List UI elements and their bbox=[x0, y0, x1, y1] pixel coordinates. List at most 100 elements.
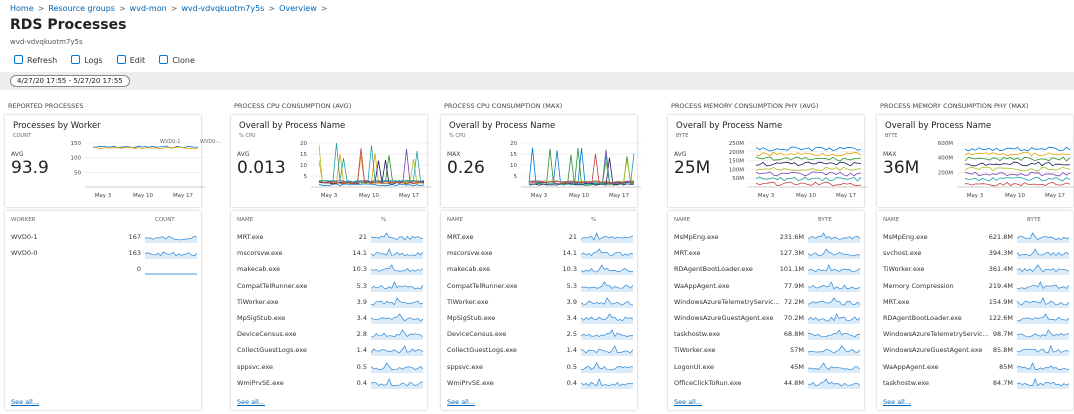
chart-card: Overall by Process Name BYTE MAX 36M 600M 400… bbox=[877, 115, 1074, 207]
stat-label: MAX bbox=[883, 151, 897, 158]
toolbar-button[interactable]: Logs bbox=[71, 56, 102, 65]
series-line bbox=[318, 148, 425, 185]
row-name: taskhostw.exe bbox=[883, 378, 930, 387]
row-value: 167 bbox=[128, 233, 141, 241]
see-all-link[interactable]: See all... bbox=[237, 398, 265, 406]
series-line bbox=[528, 157, 635, 186]
sparkline bbox=[581, 248, 633, 260]
sparkline-line bbox=[581, 280, 633, 289]
row-value: 85.8M bbox=[992, 346, 1013, 355]
row-value: 1.4 bbox=[566, 346, 577, 355]
row-name: sppsvc.exe bbox=[447, 362, 484, 371]
row-value: 0.4 bbox=[356, 378, 367, 387]
sparkline-line bbox=[1017, 296, 1069, 306]
sparkline-line bbox=[1017, 264, 1069, 273]
stat-label: AVG bbox=[11, 151, 24, 158]
sparkline bbox=[808, 329, 860, 341]
row-name: MRT.exe bbox=[237, 233, 264, 241]
sparkline bbox=[1017, 329, 1069, 341]
see-all-link[interactable]: See all... bbox=[674, 398, 702, 406]
sparkline bbox=[371, 377, 423, 389]
x-tick-label: May 17 bbox=[399, 193, 420, 199]
row-name: WindowsAzureTelemetryServic... bbox=[883, 330, 989, 339]
series-line bbox=[964, 171, 1071, 177]
sparkline-line bbox=[371, 361, 423, 370]
breadcrumb-link[interactable]: Overview bbox=[279, 4, 317, 13]
series-line bbox=[755, 181, 862, 187]
sparkline bbox=[581, 361, 633, 373]
row-value: 68.8M bbox=[783, 330, 804, 339]
row-value: 5.3 bbox=[356, 281, 367, 290]
sparkline-line bbox=[1017, 377, 1069, 387]
sparkline bbox=[371, 264, 423, 276]
chart-title: Overall by Process Name bbox=[885, 121, 992, 131]
row-value: 70.2M bbox=[783, 314, 804, 322]
sparkline-area bbox=[581, 233, 633, 243]
sparkline-area bbox=[1017, 346, 1069, 357]
row-value: 163 bbox=[128, 249, 141, 258]
sparkline bbox=[145, 235, 197, 243]
series-line bbox=[755, 151, 862, 157]
series-line bbox=[964, 146, 1071, 152]
row-value: 3.9 bbox=[566, 297, 577, 306]
series-line bbox=[965, 161, 1071, 167]
breadcrumb-link[interactable]: Home bbox=[10, 4, 34, 13]
x-tick-label: May 3 bbox=[321, 193, 338, 199]
toolbar-button[interactable]: Edit bbox=[117, 56, 146, 65]
toolbar-button[interactable]: Refresh bbox=[14, 56, 57, 65]
sparkline-area bbox=[371, 265, 423, 276]
sparkline-area bbox=[1017, 233, 1069, 243]
row-name: MsMpEng.exe bbox=[674, 233, 719, 241]
row-name: OfficeClickToRun.exe bbox=[674, 378, 742, 387]
column-header: COUNT bbox=[155, 217, 175, 223]
unit-label: % CPU bbox=[239, 133, 256, 139]
see-all-link[interactable]: See all... bbox=[11, 398, 39, 406]
row-name: WmiPrvSE.exe bbox=[447, 378, 494, 387]
toolbar-button[interactable]: Clone bbox=[159, 56, 195, 65]
row-name: WaAppAgent.exe bbox=[883, 362, 939, 371]
sparkline-line bbox=[1017, 232, 1069, 241]
y-tick-label: 15 bbox=[510, 152, 517, 158]
row-name: MsMpEng.exe bbox=[883, 233, 928, 241]
x-tick-label: May 17 bbox=[1045, 193, 1066, 199]
sparkline bbox=[581, 297, 633, 308]
x-tick-label: May 3 bbox=[758, 193, 775, 199]
breadcrumb-separator: > bbox=[268, 4, 276, 13]
row-name: MRT.exe bbox=[674, 249, 701, 258]
panel-header: PROCESS CPU CONSUMPTION (AVG) bbox=[234, 102, 352, 110]
sparkline bbox=[581, 377, 633, 389]
sparkline-area bbox=[808, 297, 860, 308]
y-tick-label: 20 bbox=[300, 141, 307, 147]
row-name: CollectGuestLogs.exe bbox=[237, 346, 307, 355]
sparkline bbox=[371, 361, 423, 373]
sparkline-area bbox=[1017, 314, 1069, 324]
x-tick-label: May 10 bbox=[796, 193, 817, 199]
breadcrumb-link[interactable]: wvd-vdvqkuotm7y5s bbox=[181, 4, 265, 13]
sparkline bbox=[371, 280, 423, 292]
sparkline-area bbox=[1017, 362, 1069, 373]
see-all-link[interactable]: See all... bbox=[883, 398, 911, 406]
sparkline-area bbox=[808, 233, 860, 243]
sparkline-line bbox=[371, 232, 423, 241]
series-line bbox=[964, 156, 1071, 162]
row-name: TiWorker.exe bbox=[447, 297, 489, 306]
sparkline-area bbox=[581, 297, 633, 308]
row-name: WVD0-0 bbox=[11, 249, 38, 258]
row-value: 127.3M bbox=[779, 249, 804, 258]
column-header: % bbox=[591, 217, 597, 223]
row-name: TiWorker.exe bbox=[883, 265, 925, 274]
column-header: NAME bbox=[237, 217, 254, 223]
series-line bbox=[528, 147, 635, 186]
row-name: WVD0-1 bbox=[11, 233, 38, 241]
breadcrumb-link[interactable]: wvd-mon bbox=[129, 4, 167, 13]
row-value: 14.1 bbox=[562, 249, 577, 258]
row-name: MRT.exe bbox=[883, 297, 910, 306]
see-all-link[interactable]: See all... bbox=[447, 398, 475, 406]
time-range[interactable]: 4/27/20 17:55 - 5/27/20 17:55 bbox=[10, 75, 130, 87]
sparkline bbox=[371, 232, 423, 243]
row-value: 621.8M bbox=[988, 233, 1013, 241]
panel-header: PROCESS CPU CONSUMPTION (MAX) bbox=[444, 102, 563, 110]
unit-label: BYTE bbox=[676, 133, 689, 139]
breadcrumb-link[interactable]: Resource groups bbox=[48, 4, 115, 13]
row-value: 21 bbox=[568, 233, 577, 241]
